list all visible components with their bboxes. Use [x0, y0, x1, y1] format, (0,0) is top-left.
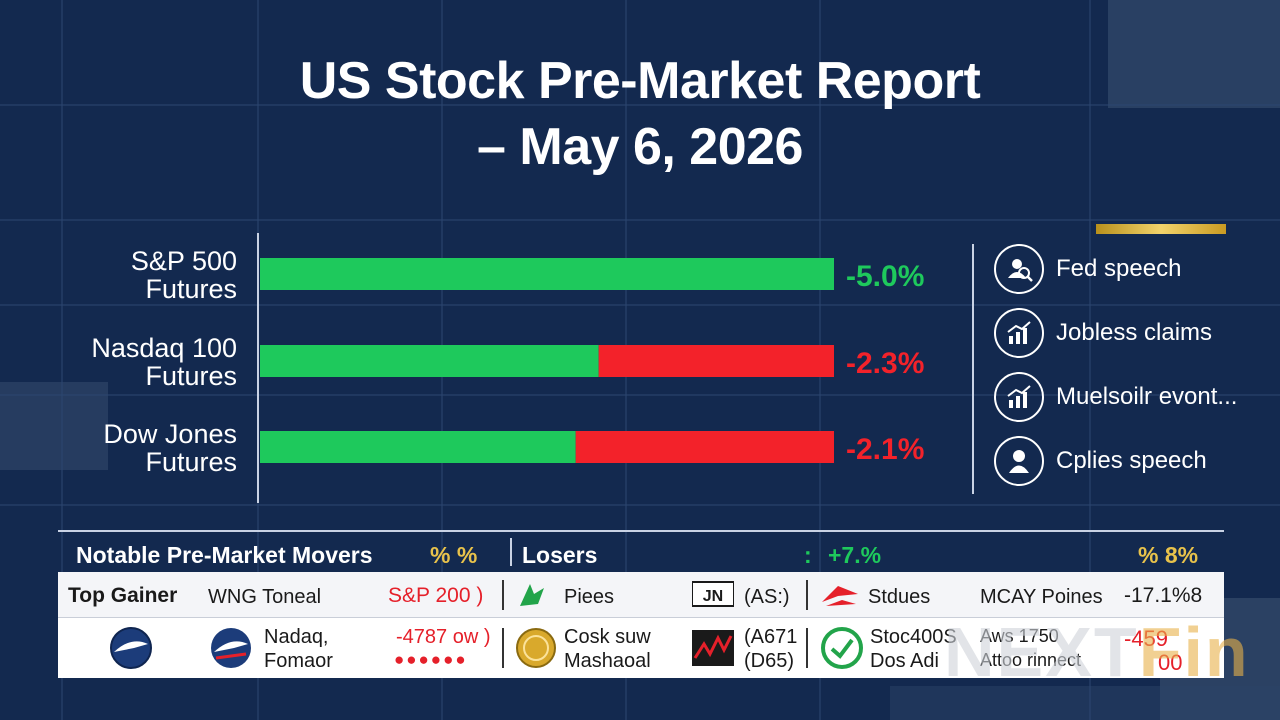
bar-gain-segment [260, 258, 834, 290]
title-line-2: – May 6, 2026 [477, 118, 803, 176]
row1-name1: WNG Toneal [208, 586, 322, 608]
row2-c3a: (A671 [744, 626, 798, 648]
row1-name4: MCAY Poines [980, 586, 1103, 608]
person-search-icon [994, 244, 1044, 294]
row1-val1: S&P 200 ) [388, 584, 484, 607]
row1-name3: Stdues [868, 586, 931, 608]
gold-accent-bar [1096, 224, 1226, 234]
red-swoosh-icon [820, 582, 860, 614]
movers-pct-2: % 8% [1138, 542, 1199, 568]
column-separator [502, 628, 504, 668]
movers-table: Top Gainer WNG Toneal S&P 200 ) Piees JN… [58, 572, 1224, 678]
bar-loss-segment [598, 345, 834, 377]
row2-dots1: ●●●●●● [394, 650, 468, 669]
row1-name2: Piees [564, 586, 615, 608]
row2-c5b: Attoo rinnect [980, 650, 1082, 670]
category-label: Futures [145, 447, 237, 477]
airline-logo-icon [208, 626, 254, 676]
row2-c4b: Dos Adi [870, 650, 939, 672]
event-label: Cplies speech [1056, 447, 1207, 474]
chart-up-icon [994, 372, 1044, 422]
header-separator [510, 538, 512, 566]
stock-chart-icon [692, 630, 734, 672]
header-colon: : [804, 542, 812, 568]
airline-logo-icon [108, 626, 154, 676]
row2-c1b: Fomaor [264, 650, 333, 672]
event-item-speech: Cplies speech [994, 436, 1207, 486]
losers-label: Losers [522, 542, 598, 568]
coin-icon [514, 626, 558, 676]
row2-c2b: Mashaoal [564, 650, 651, 672]
movers-plus: +7.% [828, 542, 882, 568]
event-label: Jobless claims [1056, 319, 1213, 346]
leaf-icon [516, 580, 548, 616]
green-check-icon [820, 626, 864, 676]
movers-pct-1: % % [430, 542, 478, 568]
table-row: Top Gainer WNG Toneal S&P 200 ) Piees JN… [58, 572, 1224, 618]
row2-v2b: 00 [1158, 650, 1183, 675]
category-label: Dow Jones [103, 419, 237, 449]
person-icon [994, 436, 1044, 486]
bar-gain-segment [260, 431, 576, 463]
logo-tail: Fin [1138, 613, 1250, 691]
row1-val2: -17.1%8 [1124, 584, 1203, 607]
row1-tag: (AS:) [744, 586, 790, 608]
movers-title: Notable Pre-Market Movers [76, 542, 373, 568]
nextfin-logo: NEXTFin [944, 612, 1258, 692]
row2-v1: -4787 ow ) [396, 626, 491, 648]
event-label: Muelsoilr evont... [1056, 383, 1238, 410]
category-label: Nasdaq 100 [91, 333, 237, 363]
category-label: S&P 500 [131, 246, 237, 276]
value-label: -2.1% [846, 433, 924, 466]
event-item-jobless-claims: Jobless claims [994, 308, 1212, 358]
column-separator [806, 628, 808, 668]
row2-c1a: Nadaq, [264, 626, 329, 648]
movers-header: Notable Pre-Market Movers % % Losers : +… [58, 530, 1224, 572]
value-label: -5.0% [846, 260, 924, 293]
logo-main: NEXT [944, 613, 1139, 691]
column-separator [806, 580, 808, 610]
table-row: Nadaq, Fomaor -4787 ow ) ●●●●●● Cosk suw… [58, 618, 1224, 678]
row2-c3b: (D65) [744, 650, 795, 672]
row2-c5a: Aws 1750 [980, 626, 1059, 646]
bar-gain-segment [260, 345, 599, 377]
row2-v2: -459 [1124, 626, 1169, 651]
row2-c2a: Cosk suw [564, 626, 651, 648]
title-line-1: US Stock Pre-Market Report [299, 52, 981, 110]
chart-up-icon [994, 308, 1044, 358]
value-label: -2.3% [846, 347, 924, 380]
page-title: US Stock Pre-Market Report – May 6, 2026 [0, 48, 1280, 180]
bar-loss-segment [575, 431, 834, 463]
events-panel: Fed speech Jobless claims Muelsoilr evon… [972, 244, 1272, 494]
column-separator [502, 580, 504, 610]
event-label: Fed speech [1056, 255, 1182, 282]
row2-c4a: Stoc400S [870, 626, 957, 648]
company-logo-icon: JN [691, 580, 735, 614]
category-label: Futures [145, 274, 237, 304]
svg-text:JN: JN [703, 588, 723, 605]
event-item-fed-speech: Fed speech [994, 244, 1181, 294]
category-label: Futures [145, 361, 237, 391]
top-gainer-label: Top Gainer [68, 584, 178, 607]
event-item-other-event: Muelsoilr evont... [994, 372, 1237, 422]
